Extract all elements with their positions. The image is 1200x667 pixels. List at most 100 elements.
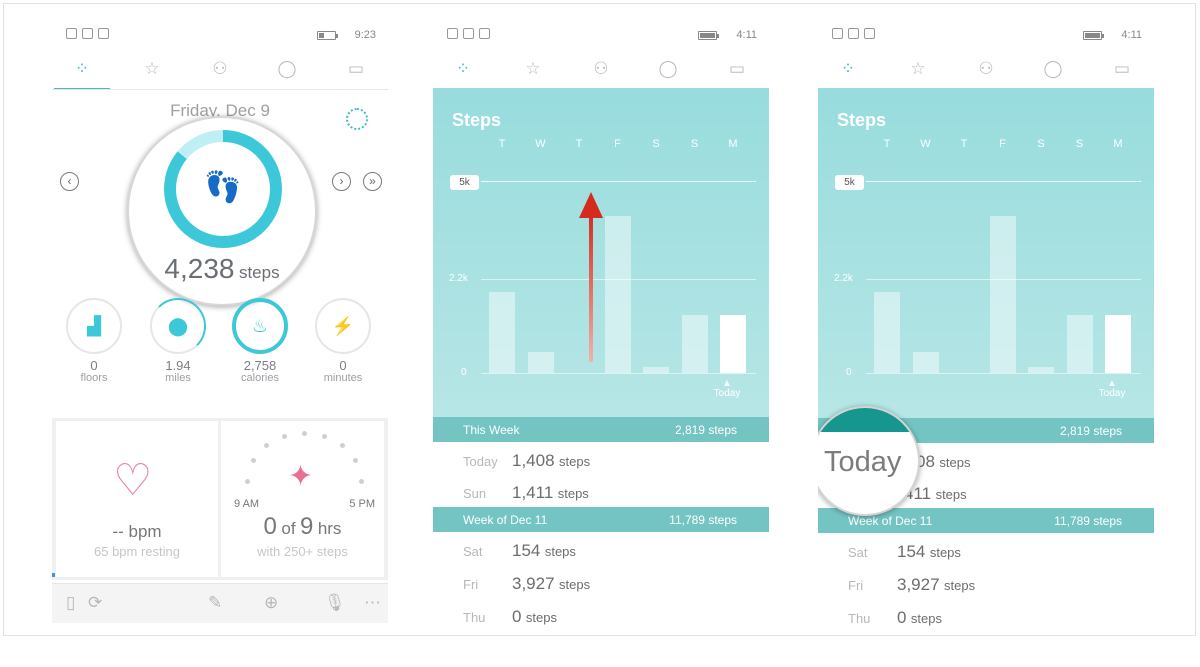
list-item[interactable]: Sat 154 steps [433,535,769,567]
chart-bar[interactable] [720,315,746,373]
battery-icon [698,31,719,40]
chart-bar[interactable] [527,351,554,373]
x-tick-label: T [498,138,506,150]
microphone-icon[interactable]: 🎙 [324,593,346,612]
hours-unit: hrs [317,519,342,538]
list-item[interactable]: Thu 0 steps [818,602,1154,632]
tab-messages-icon[interactable]: ◯ [1043,59,1063,78]
tab-friends-icon[interactable]: ⚇ [978,59,994,78]
hourly-dots [245,431,365,501]
list-item-count: 0 steps [897,608,942,627]
baseline [481,373,756,374]
chart-bar[interactable] [643,367,669,373]
tab-dashboard-icon[interactable]: ⁘ [435,56,491,90]
app-bar: ▯ ⟳ ✎ ⊕ 🎙 ⋯ [52,583,388,623]
stat-miles[interactable]: ⬤ 1.94 miles [143,298,213,385]
week-of-header[interactable]: Week of Dec 11 11,789 steps [433,507,769,532]
week-of-label: Week of Dec 11 [463,513,548,527]
dashboard-screen: 9:23 ⁘ ☆ ⚇ ◯ ▭ Friday, Dec 9 ‹ › » 👣 4,2… [52,18,388,632]
this-week-header[interactable]: This Week 2,819 steps [433,417,769,442]
tab-dashboard-icon[interactable]: ⁘ [54,56,110,90]
tab-divider [52,89,388,90]
list-item[interactable]: Sun 1,411 steps [433,477,769,509]
stat-label: miles [165,372,191,384]
y-tick-label: 0 [846,367,852,378]
list-item-day: Thu [848,611,871,626]
previous-day-button[interactable]: ‹ [60,172,79,191]
heart-rate-tile[interactable]: ♡ -- bpm 65 bpm resting [56,421,218,577]
next-day-button[interactable]: › [332,172,351,191]
tab-friends-icon[interactable]: ⚇ [593,59,609,78]
wifi-icon [848,28,859,39]
more-icon[interactable]: ⋯ [364,593,381,612]
x-tick-label: S [652,138,660,150]
tiles-area: ♡ -- bpm 65 bpm resting ✦ 9 AM 5 PM 0 of… [52,418,388,580]
stat-active-minutes[interactable]: ⚡ 0 minutes [308,298,378,385]
add-icon[interactable]: ⊕ [264,593,279,612]
chart-bar[interactable] [604,215,631,373]
tab-account-icon[interactable]: ▭ [728,59,746,78]
jump-to-today-button[interactable]: » [363,172,382,191]
hourly-activity-tile[interactable]: ✦ 9 AM 5 PM 0 of 9 hrs with 250+ steps [221,421,384,577]
x-tick-label: F [999,138,1006,150]
week-of-total: 11,789 steps [1054,514,1122,528]
list-item[interactable]: 08 steps [818,446,1154,478]
this-week-total: 2,819 steps [1059,424,1122,438]
list-item[interactable]: Thu 0 steps [433,601,769,632]
tab-messages-icon[interactable]: ◯ [277,59,297,78]
list-item[interactable]: Sat 154 steps [818,536,1154,568]
chart-bar[interactable] [1028,367,1054,373]
y-tick-label: 2.2k [449,273,468,284]
stat-floors[interactable]: ▟ 0 floors [59,298,129,385]
chart-bar[interactable] [874,292,900,373]
list-item-day: Sun [463,486,487,501]
chart-bar[interactable] [989,215,1016,373]
status-bar: 9:23 [52,28,388,44]
status-bar: 4:11 [818,28,1154,44]
x-tick-label: F [614,138,621,150]
chart-bar[interactable] [489,292,515,373]
chart-bar[interactable] [1105,315,1131,373]
wifi-icon [463,28,474,39]
sync-icon[interactable] [346,108,368,130]
stat-value: 0 [90,358,98,373]
tab-challenges-icon[interactable]: ☆ [144,59,160,78]
tab-friends-icon[interactable]: ⚇ [212,59,228,78]
list-item-day: Fri [848,578,864,593]
steps-detail-screen: 4:11 ⁘ ☆ ⚇ ◯ ▭ Steps 5k 2.2k 0 ▲ Today T W… [433,18,769,632]
today-marker: ▲ Today [1098,378,1126,399]
stat-calories[interactable]: ♨ 2,758 calories [225,298,295,385]
chart-bar[interactable] [912,351,939,373]
image-icon [66,28,77,39]
stat-label: minutes [323,372,363,384]
list-item-count: 0 steps [512,607,557,626]
chart-title: Steps [452,110,502,130]
battery-icon [1083,31,1104,40]
sync-arrows-icon[interactable]: ⟳ [88,593,103,612]
tab-dashboard-icon[interactable]: ⁘ [820,56,876,90]
x-tick-label: S [690,138,699,150]
battery-icon [317,31,338,40]
chart-bar[interactable] [681,315,708,373]
heart-icon: ♡ [113,456,153,505]
list-item-day: Fri [463,577,479,592]
clock: 4:11 [1121,29,1142,41]
start-hour-label: 9 AM [234,498,260,510]
tab-challenges-icon[interactable]: ☆ [525,59,541,78]
chart-bar[interactable] [1066,315,1093,373]
goal-line [866,181,1141,182]
end-hour-label: 5 PM [349,498,375,510]
list-item[interactable]: Today 1,408 steps [433,445,769,477]
hours-goal: 9 [300,513,314,540]
tab-account-icon[interactable]: ▭ [1113,59,1131,78]
list-item-day: Thu [463,610,486,625]
edit-icon[interactable]: ✎ [208,593,223,612]
tracker-icon[interactable]: ▯ [66,593,76,612]
tab-account-icon[interactable]: ▭ [347,59,365,78]
list-item[interactable]: Fri 3,927 steps [818,569,1154,601]
today-marker-label: Today [1098,388,1126,399]
tab-challenges-icon[interactable]: ☆ [910,59,926,78]
list-item[interactable]: Fri 3,927 steps [433,568,769,600]
bolt-icon: ⚡ [315,298,371,354]
tab-messages-icon[interactable]: ◯ [658,59,678,78]
